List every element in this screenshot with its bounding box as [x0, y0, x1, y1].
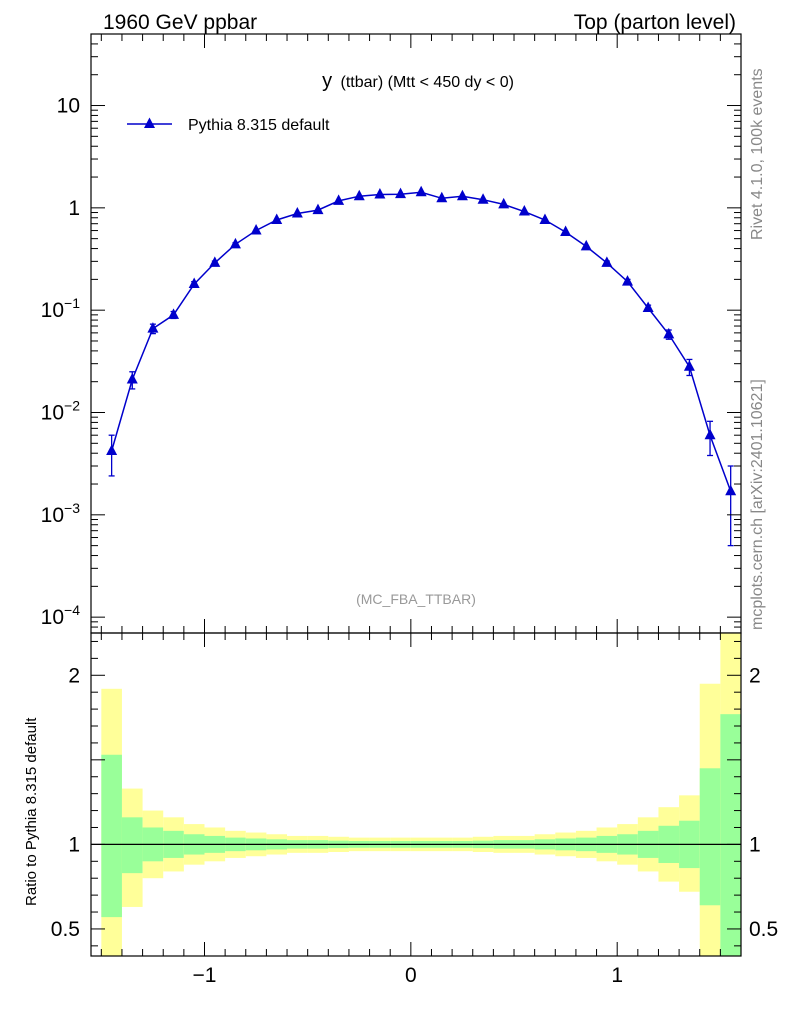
- y-tick-label: 10−2: [41, 397, 81, 424]
- legend-marker: [144, 118, 155, 129]
- legend-label: Pythia 8.315 default: [188, 117, 330, 134]
- series-line: [112, 192, 731, 491]
- watermark: (MC_FBA_TTBAR): [356, 591, 476, 607]
- y-tick-label: 10−4: [41, 602, 81, 629]
- data-point: [106, 445, 117, 456]
- legend: Pythia 8.315 default: [127, 117, 330, 134]
- band-inner-bin: [122, 817, 143, 873]
- ratio-frame: [91, 633, 741, 956]
- main-title: y (ttbar) (Mtt < 450 dy < 0): [322, 70, 514, 92]
- y-tick-label: 1: [68, 197, 80, 220]
- y-tick-label: 10−3: [41, 500, 81, 527]
- band-inner-bin: [700, 768, 721, 905]
- data-point: [457, 190, 468, 201]
- ratio-y-tick-label-right: 2: [749, 664, 761, 687]
- data-point: [601, 256, 612, 267]
- data-point: [354, 190, 365, 201]
- plot-canvas: 1960 GeV ppbar Top (parton level) y (ttb…: [0, 0, 786, 1024]
- data-point: [395, 188, 406, 199]
- ratio-y-tick-label-left: 2: [68, 664, 80, 687]
- data-point: [416, 186, 427, 197]
- data-point: [581, 240, 592, 251]
- main-title-y: y: [322, 70, 332, 92]
- y-tick-label: 10−1: [41, 295, 81, 322]
- data-point: [127, 373, 138, 384]
- mcplots-label: mcplots.cern.ch [arXiv:2401.10621]: [749, 379, 766, 630]
- data-point: [622, 275, 633, 286]
- data-point: [705, 429, 716, 440]
- main-title-rest: (ttbar) (Mtt < 450 dy < 0): [341, 74, 514, 91]
- data-point: [560, 226, 571, 237]
- data-point: [209, 256, 220, 267]
- y-tick-label: 10: [57, 95, 80, 118]
- ratio-plot: −1 0 1 2 2 1 1 0.5 0.5: [51, 34, 778, 987]
- data-point: [725, 485, 736, 496]
- x-tick-label: −1: [193, 964, 217, 987]
- header-right: Top (parton level): [574, 11, 736, 34]
- x-tick-label: 0: [405, 964, 417, 987]
- x-tick-label: 1: [611, 964, 623, 987]
- header-left: 1960 GeV ppbar: [103, 11, 257, 34]
- ratio-y-tick-label-left: 1: [68, 833, 80, 856]
- ratio-y-tick-label-right: 0.5: [749, 918, 778, 941]
- ratio-y-tick-label-left: 0.5: [51, 918, 80, 941]
- data-point: [230, 238, 241, 249]
- band-inner-bin: [720, 714, 741, 956]
- band-inner-bin: [101, 755, 122, 917]
- ratio-ylabel: Ratio to Pythia 8.315 default: [23, 717, 40, 906]
- rivet-label: Rivet 4.1.0, 100k events: [749, 68, 766, 240]
- data-point: [147, 322, 158, 333]
- ratio-y-tick-label-right: 1: [749, 833, 761, 856]
- data-point: [374, 188, 385, 199]
